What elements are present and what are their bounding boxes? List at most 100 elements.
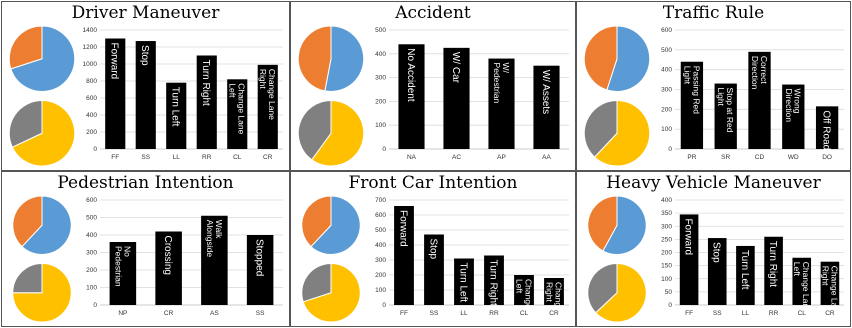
chart-accident: 0 100 200 300 400 500 No Accident NA W/ Car AC W/P… <box>297 25 569 167</box>
x-tick-label: LL <box>173 154 181 161</box>
x-tick-label: SS <box>141 154 150 161</box>
y-tick-label: 100 <box>86 285 97 292</box>
y-tick-label: 1000 <box>83 61 98 68</box>
panel-pedestrian-intention: 0 100 200 300 400 500 600 No Pedestrian NP Crossin… <box>1 171 290 327</box>
y-tick-label: 200 <box>375 272 386 279</box>
bar <box>680 61 704 150</box>
bar <box>782 84 805 149</box>
panel-heavy-vehicle-maneuver: 0 50 100 150 200 250 300 350 400 Forward FF Stop SS T… <box>576 171 851 327</box>
y-tick-label: 0 <box>93 146 97 153</box>
bar-label: Stop <box>711 242 722 263</box>
bar-label: W/ Car <box>450 52 461 84</box>
y-tick-label: 500 <box>375 27 386 34</box>
bar-label-line: No <box>122 246 132 257</box>
bar <box>166 82 187 149</box>
x-tick-label: CL <box>798 310 807 317</box>
y-tick-label: 200 <box>661 106 672 113</box>
bar-label-line: Stop <box>427 239 438 260</box>
y-tick-label: 200 <box>86 267 97 274</box>
y-tick-label: 500 <box>375 227 386 234</box>
bar-label-line: Direction <box>750 56 760 90</box>
bar-label-line: No Accident <box>405 48 416 102</box>
bar <box>246 235 274 305</box>
pie-bottom-slice-0 <box>593 99 651 167</box>
bar-label-line: Left <box>792 262 802 277</box>
bar <box>454 258 474 305</box>
y-tick-label: 200 <box>375 98 386 105</box>
y-tick-label: 300 <box>661 87 672 94</box>
bar-label-line: Left <box>228 83 238 98</box>
panel-title: Driver Maneuver <box>71 3 220 23</box>
bar-label-line: Change Lane <box>237 83 247 134</box>
y-tick-label: 300 <box>661 223 672 230</box>
pie-top-slice-1 <box>297 25 332 92</box>
bar-label-line: Pedestrian <box>113 246 123 287</box>
y-tick-label: 100 <box>661 126 672 133</box>
x-tick-label: RR <box>769 310 779 317</box>
pie-top-slice-0 <box>324 25 365 92</box>
bar-label: Off Road <box>821 110 832 150</box>
bar-label: Stop <box>139 45 150 66</box>
bar-label-line: Stop <box>139 45 150 66</box>
y-tick-label: 0 <box>93 302 97 309</box>
x-tick-label: FF <box>685 310 693 317</box>
x-tick-label: CR <box>549 310 559 317</box>
bar <box>196 55 217 149</box>
y-tick-label: 1400 <box>83 27 98 34</box>
bar <box>714 83 737 149</box>
bar-label: Turn Left <box>739 250 750 290</box>
pie-top-slice-1 <box>8 25 43 70</box>
y-tick-label: 100 <box>375 122 386 129</box>
bar-label: No Accident <box>405 48 416 102</box>
y-tick-label: 100 <box>375 287 386 294</box>
panel-title: Pedestrian Intention <box>57 173 234 193</box>
pie-top-slice-0 <box>21 195 72 255</box>
pie-top-slice-1 <box>583 25 618 91</box>
y-tick-label: 1200 <box>83 44 98 51</box>
bar-label-line: Change Lane <box>553 282 563 326</box>
x-tick-label: CR <box>825 310 835 317</box>
pie-top-slice-1 <box>301 195 332 248</box>
bar-label-line: Change Lane <box>267 69 277 120</box>
bar-label: Forward <box>682 218 693 255</box>
bar-label-line: Turn Left <box>457 263 468 303</box>
bar <box>257 64 278 149</box>
pie-bottom-slice-1 <box>297 99 332 161</box>
bar-label: Forward <box>109 43 120 80</box>
y-tick-label: 400 <box>375 51 386 58</box>
bar-label-line: W/ Assets <box>540 70 551 114</box>
x-tick-label: PR <box>687 154 696 161</box>
bar-label-line: Crossing <box>162 236 173 275</box>
y-tick-label: 700 <box>375 197 386 204</box>
panel-accident: 0 100 200 300 400 500 No Accident NA W/ Car AC W/P… <box>290 1 576 171</box>
bar-label-line: Left <box>514 279 524 294</box>
bar-label: Turn Right <box>200 60 211 107</box>
y-tick-label: 350 <box>661 210 672 217</box>
bar <box>514 275 534 305</box>
bar <box>109 242 137 305</box>
panel-title: Accident <box>395 3 471 23</box>
bar <box>679 214 699 305</box>
chart-driver-maneuver: 0 200 400 600 800 1000 1200 1400 Forward FF Stop SS… <box>8 25 283 167</box>
y-tick-label: 600 <box>375 212 386 219</box>
y-tick-label: 150 <box>661 263 672 270</box>
y-tick-label: 0 <box>668 146 672 153</box>
x-tick-label: CR <box>164 310 174 317</box>
bar <box>201 215 228 305</box>
bar-label-line: Right <box>820 266 830 286</box>
bar <box>135 41 156 149</box>
bar <box>443 47 470 149</box>
bar-label: Crossing <box>162 236 173 275</box>
bar <box>155 231 182 305</box>
pie-bottom-slice-0 <box>594 262 647 323</box>
pie-top-slice-1 <box>587 195 618 252</box>
pie-top-slice-0 <box>602 195 647 255</box>
bar-label-line: Right <box>258 69 268 89</box>
bar-label-line: Change Lane <box>829 266 839 317</box>
bar-label-line: Correct <box>759 56 769 85</box>
pie-top-slice-0 <box>10 25 76 92</box>
